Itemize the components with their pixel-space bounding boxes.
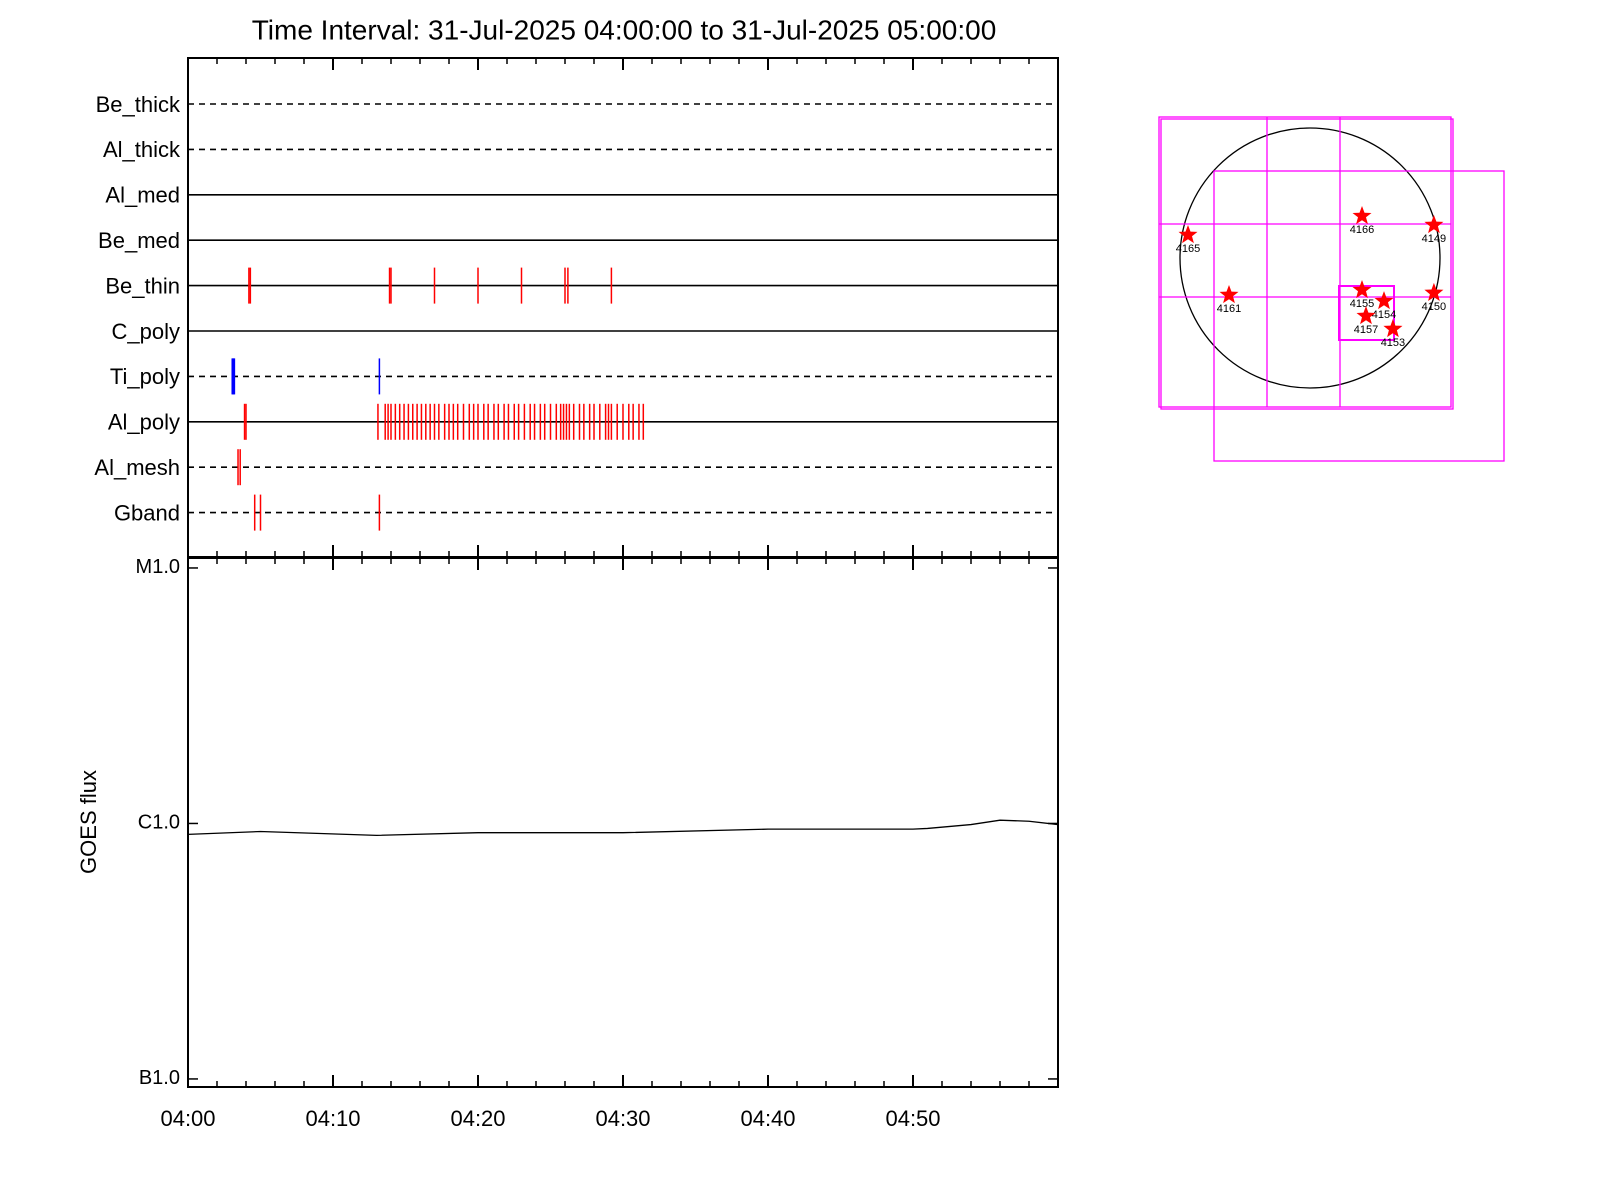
x-tick-label: 04:10 [305, 1106, 360, 1131]
region-star [1352, 280, 1372, 299]
sun-map [1158, 116, 1505, 462]
region-star [1424, 215, 1444, 234]
row-label: Ti_poly [110, 364, 180, 389]
row-label: C_poly [112, 319, 180, 344]
row-label: Al_thick [103, 137, 181, 162]
region-label: 4161 [1217, 303, 1241, 315]
region-label: 4154 [1372, 309, 1396, 321]
row-label: Be_thick [96, 92, 181, 117]
row-label: Gband [114, 500, 180, 525]
row-label: Al_med [105, 183, 180, 208]
x-tick-label: 04:40 [740, 1106, 795, 1131]
row-label: Be_med [98, 228, 180, 253]
y-tick-label: C1.0 [138, 812, 180, 834]
y-tick-label: M1.0 [136, 556, 180, 578]
x-tick-label: 04:50 [885, 1106, 940, 1131]
region-star [1356, 306, 1376, 325]
region-label: 4155 [1350, 298, 1374, 310]
y-tick-label: B1.0 [139, 1067, 180, 1089]
chart-title: Time Interval: 31-Jul-2025 04:00:00 to 3… [252, 14, 997, 45]
region-star [1374, 291, 1394, 310]
region-label: 4165 [1176, 243, 1200, 255]
x-tick-label: 04:00 [160, 1106, 215, 1131]
region-star [1178, 225, 1198, 244]
x-tick-label: 04:20 [450, 1106, 505, 1131]
row-label: Be_thin [105, 273, 180, 298]
top-panel-frame [187, 57, 1059, 558]
region-star [1424, 282, 1444, 301]
x-tick-label: 04:30 [595, 1106, 650, 1131]
region-label: 4166 [1350, 224, 1374, 236]
bottom-panel-frame [187, 557, 1059, 1088]
flux-line [187, 819, 1059, 837]
region-star [1383, 319, 1403, 338]
row-label: Al_poly [108, 410, 180, 435]
region-label: 4150 [1422, 301, 1446, 313]
region-label: 4157 [1354, 324, 1378, 336]
fov-box [1213, 170, 1505, 462]
region-star [1352, 206, 1372, 225]
row-label: Al_mesh [94, 455, 180, 480]
fov-box [1160, 118, 1454, 410]
region-label: 4149 [1422, 233, 1446, 245]
region-star [1219, 285, 1239, 304]
solar-disk [1179, 127, 1441, 389]
fov-box [1338, 285, 1395, 341]
fov-box [1158, 116, 1452, 408]
region-label: 4153 [1381, 337, 1405, 349]
y-axis-label: GOES flux [76, 770, 101, 874]
